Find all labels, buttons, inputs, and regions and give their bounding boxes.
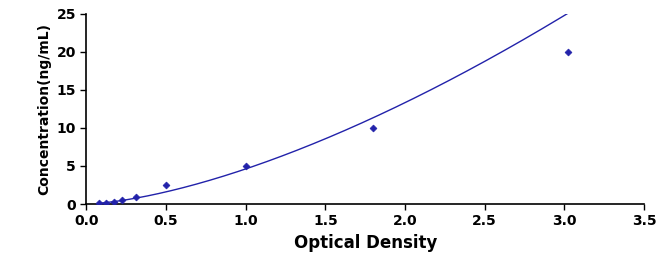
Y-axis label: Concentration(ng/mL): Concentration(ng/mL)	[37, 23, 51, 195]
X-axis label: Optical Density: Optical Density	[293, 234, 437, 252]
